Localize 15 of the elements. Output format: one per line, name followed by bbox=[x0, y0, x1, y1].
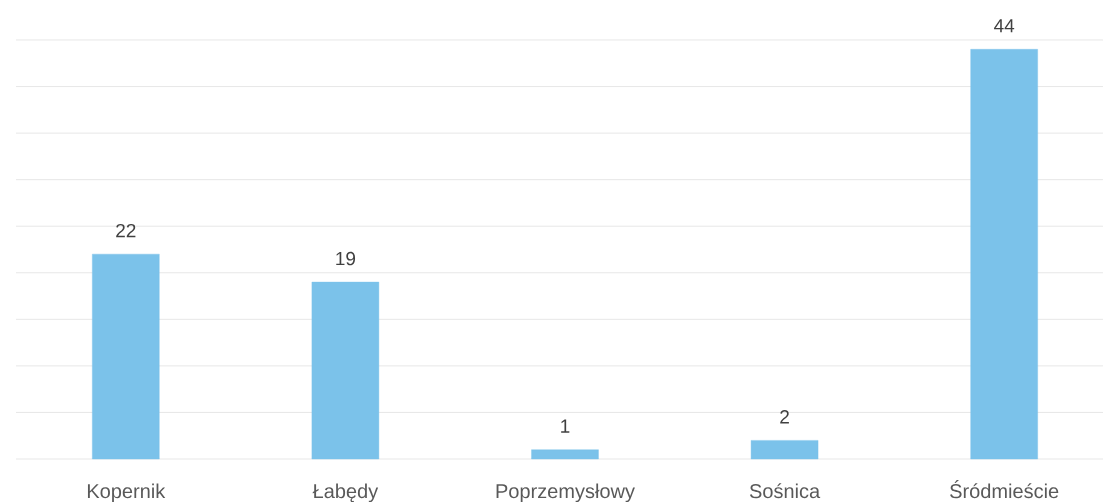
x-tick-label: Łabędy bbox=[312, 483, 379, 502]
data-label: 44 bbox=[994, 19, 1015, 33]
x-tick-label: Śródmieście bbox=[950, 480, 1059, 499]
data-label: 2 bbox=[780, 410, 789, 424]
data-label: 22 bbox=[116, 223, 136, 238]
x-tick-label: Sośnica bbox=[749, 483, 821, 499]
bar bbox=[531, 449, 599, 460]
bar bbox=[750, 440, 819, 460]
bar bbox=[311, 281, 380, 460]
x-tick-label: Poprzemysłowy bbox=[496, 483, 635, 502]
bar bbox=[92, 253, 160, 460]
bar bbox=[970, 49, 1038, 460]
x-tick-label: Kopernik bbox=[87, 483, 166, 502]
data-label: 1 bbox=[561, 419, 570, 433]
data-label: 19 bbox=[336, 251, 356, 266]
